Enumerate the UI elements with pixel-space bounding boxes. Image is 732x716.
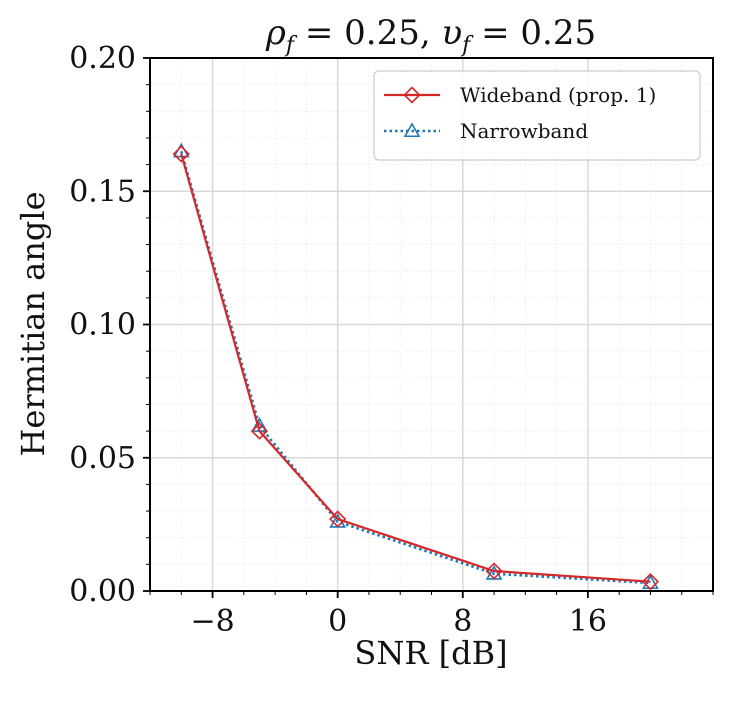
x-tick-label: −8 [190, 604, 234, 639]
x-tick-label: 16 [569, 604, 607, 639]
data-point-wideband [172, 145, 190, 163]
legend: Wideband (prop. 1) Narrowband [373, 70, 701, 161]
y-axis-label: Hermitian angle [14, 191, 52, 456]
legend-label-narrowband: Narrowband [460, 119, 588, 143]
x-axis-label: SNR [dB] [354, 634, 507, 672]
legend-label-wideband: Wideband (prop. 1) [460, 83, 656, 107]
x-tick-label: 8 [453, 604, 472, 639]
legend-marker-wideband [403, 86, 421, 104]
y-tick-label: 0.05 [69, 441, 136, 476]
y-tick-label: 0.20 [69, 41, 136, 76]
legend-box [373, 70, 701, 161]
data-point-wideband [485, 562, 503, 580]
data-point-wideband [329, 510, 347, 528]
series-layer [172, 142, 660, 591]
axis-ticks [143, 57, 714, 598]
tick-labels: −8 0 8 16 0.00 0.05 0.10 0.15 0.20 [69, 41, 607, 639]
legend-marker-narrowband [403, 122, 421, 138]
y-tick-label: 0.15 [69, 174, 136, 209]
series-line-wideband [180, 153, 651, 583]
y-tick-label: 0.00 [69, 574, 136, 609]
series-line-narrowband [180, 150, 651, 585]
data-point-wideband [250, 422, 269, 440]
chart-title: ρf = 0.25, υf = 0.25 [265, 13, 596, 58]
data-point-wideband [641, 573, 660, 591]
x-tick-label: 0 [328, 604, 347, 639]
y-tick-label: 0.10 [69, 308, 136, 343]
